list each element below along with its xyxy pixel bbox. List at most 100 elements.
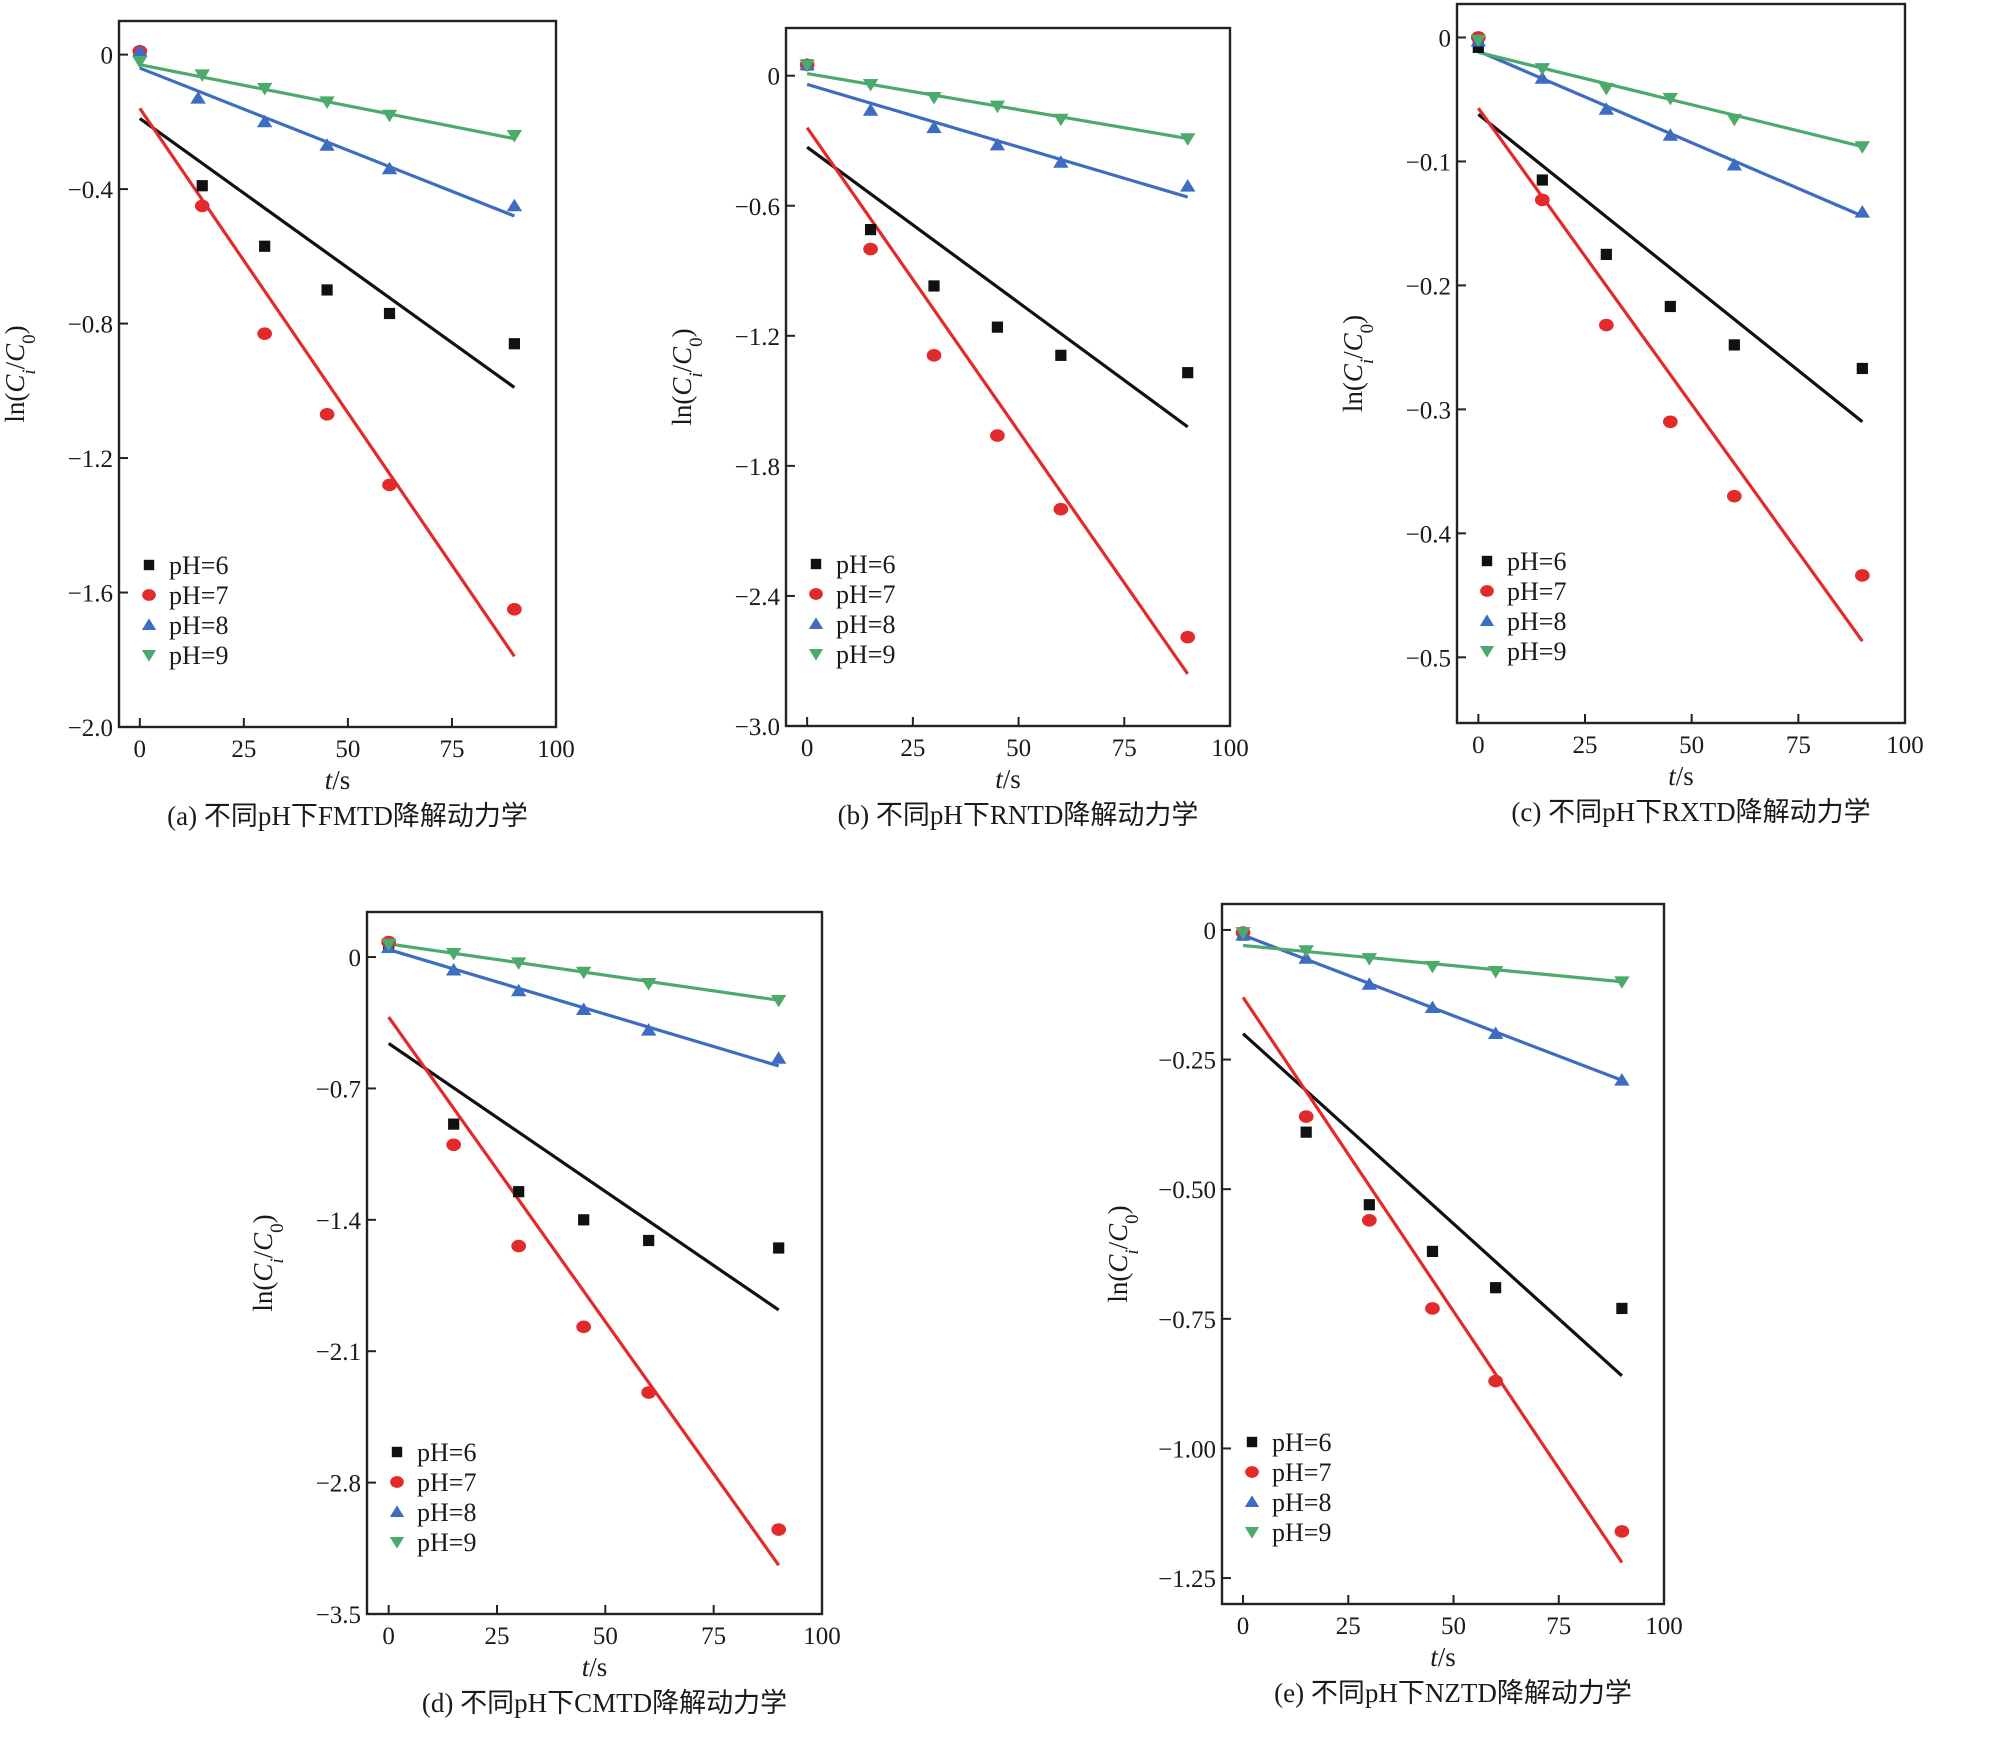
legend-label: pH=9 [836,640,895,669]
data-point-pH6 [1182,367,1194,379]
x-tick-label: 0 [801,735,814,762]
legend-marker-pH8 [1479,614,1495,626]
data-point-pH8 [770,1051,787,1064]
data-point-pH6 [1300,1126,1312,1138]
plot-frame [1455,2,1907,725]
y-tick-label: −1.00 [1158,1436,1216,1463]
data-point-pH7 [1298,1110,1314,1123]
legend-marker-pH8 [1244,1495,1260,1507]
plot-frame [117,19,558,729]
x-tick-label: 25 [1573,732,1598,759]
y-tick-label: −1.2 [68,446,113,473]
data-point-pH9 [380,938,397,952]
fit-line-pH6 [138,117,516,389]
y-axis-label: ln(Ci/C0) [1338,315,1378,412]
data-point-pH6 [928,280,940,292]
fit-line-pH6 [806,145,1189,429]
data-point-pH8 [640,1023,657,1036]
y-tick-label: −0.2 [1406,273,1451,300]
plot-frame [1220,902,1666,1606]
legend-marker-pH6 [810,558,822,570]
data-point-pH9 [1614,976,1630,989]
x-tick-label: 100 [537,736,575,763]
data-point-pH8 [319,138,335,151]
data-point-pH9 [1298,945,1314,958]
data-point-pH7 [511,1239,527,1253]
data-point-pH9 [1424,960,1441,974]
x-tick-label: 50 [1679,732,1704,759]
legend-label: pH=8 [417,1498,476,1527]
x-tick-label: 75 [701,1623,726,1650]
y-tick-label: −1.25 [1158,1566,1216,1593]
y-tick-label: −1.8 [735,454,780,481]
legend-label: pH=6 [1507,547,1566,576]
data-point-pH6 [508,338,520,350]
data-point-pH7 [990,429,1005,442]
data-point-pH7 [771,1523,787,1536]
y-tick-label: 0 [1204,918,1217,945]
y-tick-label: 0 [101,43,114,70]
legend-label: pH=8 [169,611,228,640]
legend-marker-pH6 [143,559,155,571]
legend-marker-pH6 [1481,555,1493,567]
x-tick-label: 25 [900,735,925,762]
chart-caption: (b) 不同pH下RNTD降解动力学 [838,800,1199,830]
data-point-pH9 [132,55,148,69]
y-tick-label: −2.4 [735,584,781,611]
y-tick-label: −0.3 [1406,397,1451,424]
y-axis-label: ln(Ci/C0) [248,1214,288,1311]
data-point-pH8 [989,137,1006,151]
legend-marker-pH7 [1245,1466,1259,1478]
data-point-pH9 [1180,133,1196,146]
x-axis-label: t/s [582,1652,608,1682]
legend-label: pH=8 [1272,1488,1331,1517]
y-tick-label: −0.7 [316,1076,361,1103]
data-point-pH7 [1598,318,1614,332]
data-point-pH8 [1614,1073,1630,1086]
y-axis-label: ln(Ci/C0) [0,325,40,422]
legend-marker-pH9 [1244,1527,1260,1539]
legend-label: pH=9 [417,1528,476,1557]
data-point-pH6 [1856,362,1868,375]
data-point-pH6 [1055,349,1067,361]
data-point-pH8 [1180,179,1196,192]
data-point-pH9 [989,100,1006,114]
data-point-pH9 [319,96,335,109]
data-point-pH6 [383,307,396,320]
data-point-pH8 [381,161,398,175]
x-tick-label: 25 [231,736,256,763]
x-tick-label: 0 [134,736,147,763]
y-tick-label: −3.5 [316,1602,361,1629]
legend-marker-pH7 [142,589,156,601]
legend-label: pH=8 [1507,607,1566,636]
data-point-pH7 [1361,1213,1377,1227]
legend-label: pH=7 [836,580,895,609]
data-point-pH9 [1726,113,1743,127]
data-point-pH8 [575,1002,592,1015]
data-point-pH7 [194,199,210,213]
y-tick-label: −0.8 [68,312,113,339]
x-tick-label: 25 [485,1623,510,1650]
data-point-pH9 [381,109,398,123]
data-point-pH7 [1854,569,1870,582]
legend-marker-pH6 [1246,1436,1258,1448]
x-tick-label: 0 [1472,732,1485,759]
chart-caption: (d) 不同pH下CMTD降解动力学 [422,1688,787,1718]
data-point-pH8 [1662,128,1679,141]
y-tick-label: 0 [349,945,362,972]
data-point-pH7 [1726,489,1742,503]
legend-label: pH=7 [1272,1458,1331,1487]
data-point-pH6 [1363,1199,1375,1211]
data-point-pH7 [1425,1302,1440,1315]
data-point-pH6 [1600,248,1612,261]
data-point-pH8 [1854,205,1871,218]
fit-line-pH7 [805,126,1190,675]
data-point-pH6 [1616,1302,1628,1315]
data-point-pH9 [1598,82,1615,96]
legend-label: pH=7 [169,581,228,610]
x-tick-label: 0 [382,1623,395,1650]
fit-line-pH6 [1477,113,1864,424]
data-point-pH8 [190,91,206,104]
data-point-pH7 [1662,415,1678,429]
data-point-pH7 [257,327,273,340]
